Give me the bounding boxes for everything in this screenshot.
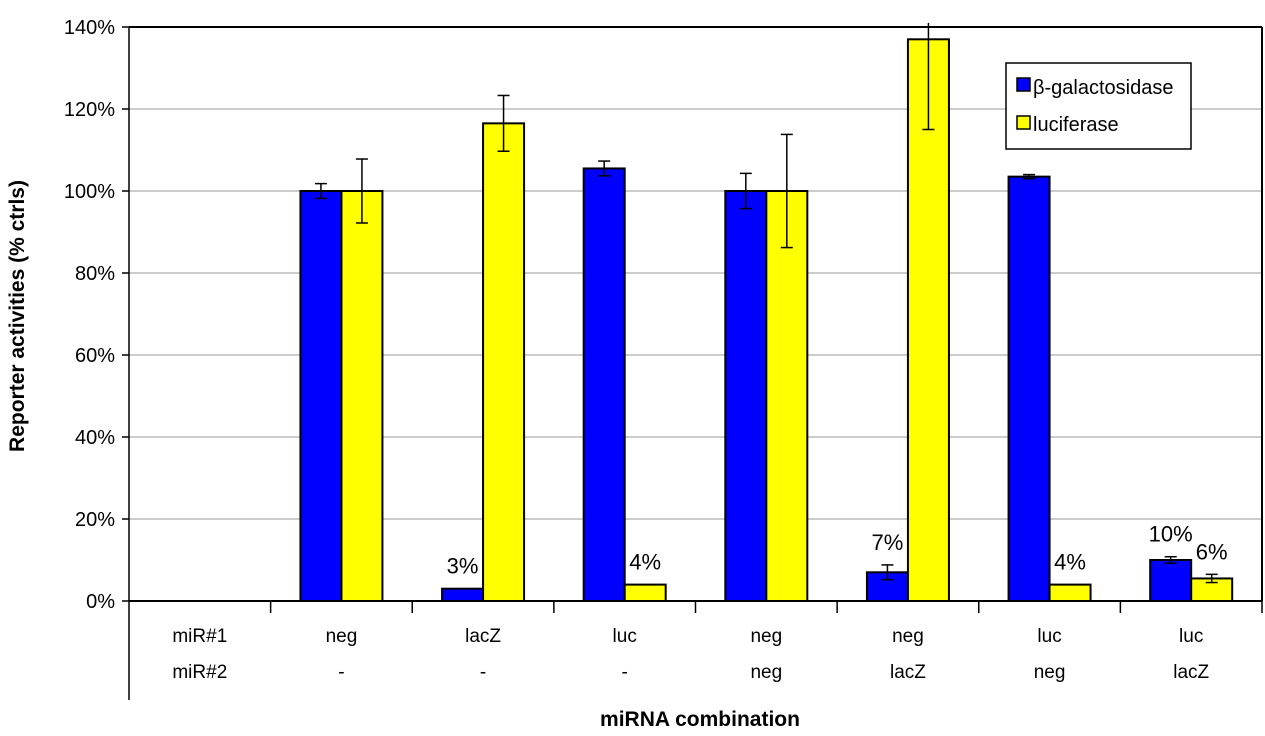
gridlines — [129, 108, 1262, 520]
bar-beta-galactosidase — [582, 167, 626, 602]
data-label: 4% — [1054, 550, 1086, 575]
bar-luciferase — [765, 190, 809, 602]
bar-beta-galactosidase — [441, 587, 485, 603]
category-label-mir1: luc — [1037, 626, 1061, 647]
y-tick-label: 140% — [64, 17, 115, 39]
legend-box — [1005, 62, 1192, 150]
category-label-mir1: neg — [750, 626, 782, 647]
category-label-mir2: lacZ — [1173, 662, 1209, 683]
category-label-mir2: - — [480, 662, 486, 683]
bar-beta-galactosidase — [724, 190, 768, 602]
row-label-mir1: miR#1 — [172, 626, 227, 647]
data-label: 7% — [872, 530, 904, 555]
category-label-mir2: neg — [750, 662, 782, 683]
bar-luciferase — [1048, 583, 1092, 602]
data-label: 6% — [1196, 539, 1228, 564]
legend-swatch-beta-galactosidase — [1016, 77, 1031, 92]
y-tick-label: 40% — [75, 427, 115, 449]
category-label-mir2: - — [338, 662, 344, 683]
y-tick-label: 100% — [64, 181, 115, 203]
y-tick-label: 60% — [75, 345, 115, 367]
y-tick-label: 80% — [75, 263, 115, 285]
x-axis-title: miRNA combination — [600, 708, 800, 731]
data-label: 3% — [447, 554, 479, 579]
category-label-mir2: lacZ — [890, 662, 926, 683]
y-tick-label: 120% — [64, 99, 115, 121]
y-tick-label: 0% — [86, 591, 115, 613]
category-label-mir2: - — [622, 662, 628, 683]
data-label: 10% — [1149, 522, 1193, 547]
y-tick-label: 20% — [75, 509, 115, 531]
data-label: 4% — [629, 550, 661, 575]
bar-luciferase — [906, 38, 950, 603]
category-label-mir1: luc — [613, 626, 637, 647]
bar-luciferase — [340, 190, 384, 602]
category-label-mir1: lacZ — [465, 626, 501, 647]
bar-luciferase — [482, 122, 526, 602]
category-label-mir1: neg — [326, 626, 358, 647]
category-label-mir1: neg — [892, 626, 924, 647]
error-bars — [314, 22, 1218, 584]
category-label-mir1: luc — [1179, 626, 1203, 647]
category-label-mir2: neg — [1034, 662, 1066, 683]
x-category-table: miR#1 miR#2 neg - lacZ - luc - neg neg neg lacZ luc n… — [172, 601, 1263, 683]
data-labels: 3% 4% 7% 4% 10%6% — [447, 522, 1228, 579]
bar-beta-galactosidase — [299, 190, 343, 602]
y-axis-title: Reporter activities (% ctrls) — [6, 180, 29, 452]
y-axis-ticks: 0% 20% 40% 60% 80% 100% 120% 140% — [64, 17, 129, 613]
legend-label-luciferase: luciferase — [1033, 114, 1119, 136]
bar-luciferase — [623, 583, 667, 602]
bar-beta-galactosidase — [1007, 175, 1051, 602]
legend-swatch-luciferase — [1016, 115, 1031, 130]
bars — [299, 38, 1234, 603]
row-label-mir2: miR#2 — [172, 662, 227, 683]
bar-beta-galactosidase — [1149, 559, 1193, 602]
legend: β-galactosidase luciferase — [1005, 62, 1192, 150]
legend-label-beta-galactosidase: β-galactosidase — [1033, 77, 1173, 99]
